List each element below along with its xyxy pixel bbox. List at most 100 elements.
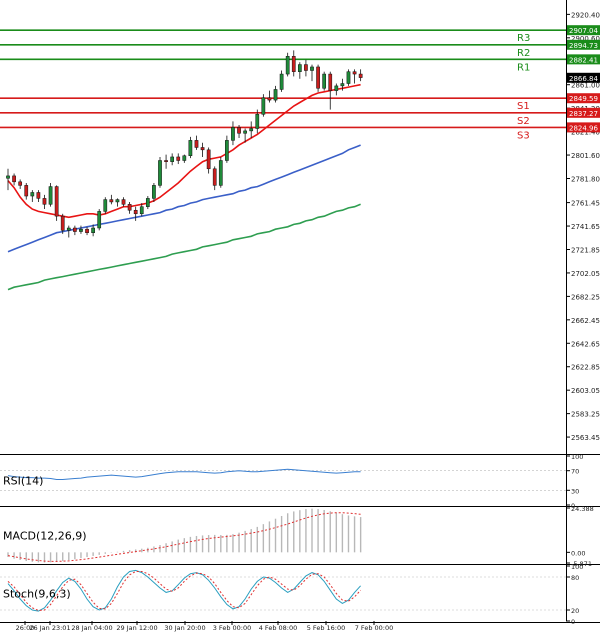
rsi-line	[7, 468, 361, 480]
candle-body	[194, 140, 199, 148]
price-tick-label: 2721.85	[571, 246, 600, 254]
price-tick-label: 2603.05	[571, 387, 600, 395]
candle-body	[249, 128, 254, 132]
candle-body	[30, 192, 35, 197]
candle-body	[340, 83, 345, 87]
price-tick-label: 2821.40	[571, 129, 600, 137]
candle-body	[133, 209, 138, 215]
candle-body	[182, 155, 187, 161]
indicator-tick-label: 30	[571, 487, 579, 495]
candle-body	[36, 192, 41, 199]
price-tag-box	[567, 93, 600, 104]
candle-body	[310, 66, 314, 71]
indicator-tick-label: 0.00	[571, 549, 585, 557]
price-tick-label: 2861.00	[571, 82, 600, 90]
indicator-tick-label: 0	[571, 502, 575, 510]
candle-body	[328, 73, 333, 91]
candle-body	[164, 160, 168, 162]
price-tick-label: 2622.85	[571, 364, 600, 372]
candle-body	[176, 156, 181, 161]
ma-mid-line	[7, 144, 361, 253]
candle-body	[352, 71, 357, 75]
candle-body	[103, 199, 108, 212]
price-tick-label: 2642.65	[571, 340, 600, 348]
candle-body	[322, 73, 327, 89]
price-tag-box	[567, 72, 600, 83]
candle-body	[206, 149, 211, 170]
time-axis-label: 28 Jan 04:00	[71, 624, 112, 632]
candle-body	[85, 228, 89, 233]
price-tick-label: 2761.45	[571, 200, 600, 208]
candle-body	[97, 211, 102, 229]
price-tick-label: 2741.65	[571, 223, 600, 231]
indicator-name-label: RSI(14)	[3, 475, 43, 488]
candle-body	[212, 168, 217, 186]
time-axis-label: 26 Jan 23:01	[29, 624, 70, 632]
candle-body	[200, 147, 205, 151]
candle-body	[79, 228, 83, 232]
candle-body	[273, 89, 278, 101]
time-axis-label: 26:00	[16, 624, 35, 632]
candle-body	[225, 140, 229, 161]
time-axis-label: 7 Feb 00:00	[355, 624, 394, 632]
candle-body	[145, 198, 150, 207]
price-tag-box	[567, 54, 600, 65]
candle-body	[188, 140, 193, 157]
price-tick-label: 2781.80	[571, 176, 600, 184]
candle-body	[54, 186, 59, 217]
candle-body	[297, 64, 302, 72]
price-tick-label: 2682.25	[571, 293, 600, 301]
price-tag-label: 2849.59	[569, 95, 598, 103]
price-tag-box	[567, 25, 600, 36]
price-tick-label: 2583.25	[571, 411, 600, 419]
time-axis-label: 3 Feb 00:00	[213, 624, 252, 632]
candle-body	[304, 64, 308, 71]
price-tag-box	[567, 39, 600, 50]
candle-body	[261, 97, 266, 115]
time-axis-label: 4 Feb 08:00	[259, 624, 298, 632]
price-tick-label: 2702.05	[571, 270, 600, 278]
price-tick-label: 2563.45	[571, 434, 600, 442]
candle-body	[127, 204, 132, 211]
stoch-d-line	[7, 571, 361, 612]
candle-body	[115, 199, 120, 203]
candle-body	[170, 156, 175, 162]
indicator-tick-label: 100	[571, 563, 583, 571]
indicator-name-label: MACD(12,26,9)	[3, 530, 87, 543]
price-tag-box	[567, 107, 600, 118]
candle-body	[267, 97, 272, 101]
price-tick-label: 2900.60	[571, 35, 600, 43]
level-label: S3	[517, 130, 530, 141]
price-tag-label: 2866.84	[569, 75, 598, 83]
level-label: R1	[517, 62, 530, 73]
ma-fast-line	[7, 83, 361, 219]
candle-body	[66, 227, 71, 231]
candle-body	[109, 199, 114, 203]
candle-body	[334, 85, 339, 91]
candle-body	[231, 127, 235, 141]
candle-body	[12, 175, 16, 183]
candle-body	[152, 185, 156, 199]
candle-body	[316, 66, 320, 89]
candle-body	[158, 160, 162, 186]
candle-body	[91, 227, 95, 233]
indicator-tick-label: 0	[571, 618, 575, 626]
time-axis-label: 30 Jan 20:00	[164, 624, 205, 632]
price-tag-label: 2882.41	[569, 56, 598, 64]
price-tick-label: 2801.60	[571, 152, 600, 160]
indicator-tick-label: 20	[571, 607, 579, 615]
price-tag-label: 2907.04	[569, 27, 598, 35]
time-axis-label: 29 Jan 12:00	[116, 624, 157, 632]
candle-body	[139, 206, 144, 215]
level-label: R3	[517, 33, 530, 44]
level-label: S1	[517, 101, 530, 112]
candle-body	[42, 198, 47, 205]
candle-body	[237, 127, 241, 134]
candle-body	[243, 130, 247, 134]
candle-body	[73, 227, 77, 232]
candle-body	[18, 181, 23, 186]
price-tick-label: 2920.40	[571, 11, 600, 19]
indicator-tick-label: 24.388	[571, 505, 594, 513]
